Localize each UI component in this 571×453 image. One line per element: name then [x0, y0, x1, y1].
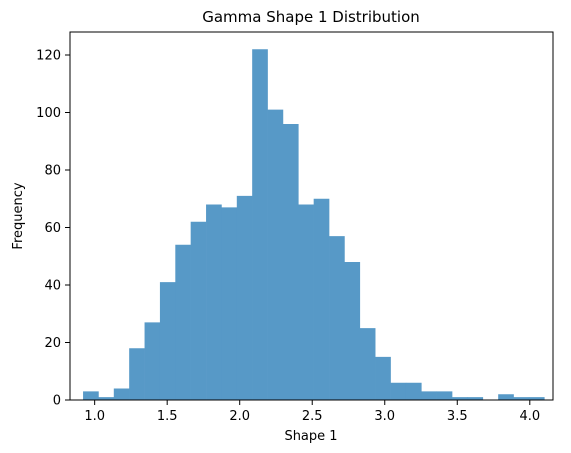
histogram-bar-14: [298, 204, 314, 400]
histogram-bar-28: [513, 397, 530, 400]
y-tick-label: 60: [44, 221, 61, 236]
chart-title: Gamma Shape 1 Distribution: [202, 8, 420, 26]
y-tick-label: 20: [44, 336, 61, 351]
y-tick-label: 40: [44, 279, 61, 294]
y-tick-label: 0: [53, 394, 61, 409]
histogram-bar-1: [98, 397, 115, 400]
x-axis-label: Shape 1: [284, 429, 337, 444]
histogram-bar-3: [129, 348, 145, 400]
histogram-bar-16: [329, 236, 345, 400]
histogram-bar-10: [236, 195, 253, 400]
histogram-bar-22: [421, 391, 437, 400]
histogram-bar-2: [113, 388, 130, 400]
x-tick-label: 1.0: [84, 409, 105, 424]
histogram-bar-13: [282, 124, 299, 400]
histogram-bar-9: [221, 207, 238, 400]
histogram-bar-8: [206, 204, 222, 400]
histogram-bar-24: [452, 397, 468, 400]
bars-group: [83, 49, 545, 400]
histogram-bar-11: [252, 49, 268, 400]
y-axis-ticks: 0 20 40 60 80 100 120: [36, 49, 70, 409]
histogram-bar-17: [344, 262, 361, 400]
plot-frame: [69, 31, 554, 401]
histogram-bar-18: [359, 328, 376, 400]
x-tick-label: 2.0: [229, 409, 250, 424]
x-axis-ticks: 1.0 1.5 2.0 2.5 3.0 3.5 4.0: [84, 400, 540, 424]
x-tick-label: 3.0: [374, 409, 395, 424]
histogram-bar-6: [175, 244, 191, 400]
histogram-bar-0: [83, 391, 99, 400]
histogram-bar-7: [190, 221, 207, 400]
histogram-bar-4: [144, 322, 161, 400]
histogram-bar-15: [313, 198, 330, 400]
histogram-bar-21: [405, 382, 422, 400]
y-tick-label: 80: [44, 164, 61, 179]
histogram-bar-25: [467, 397, 484, 400]
histogram-bar-23: [436, 391, 453, 400]
histogram-bar-19: [375, 356, 391, 400]
y-tick-label: 120: [36, 49, 61, 64]
histogram-bar-12: [267, 109, 284, 400]
histogram-bar-5: [159, 282, 176, 400]
histogram-bar-27: [498, 394, 514, 400]
y-tick-label: 100: [36, 106, 61, 121]
histogram-bar-29: [528, 397, 545, 400]
y-axis-label: Frequency: [11, 182, 26, 249]
histogram-bar-20: [390, 382, 407, 400]
x-tick-label: 3.5: [447, 409, 468, 424]
x-tick-label: 2.5: [302, 409, 323, 424]
x-tick-label: 4.0: [519, 409, 540, 424]
x-tick-label: 1.5: [157, 409, 178, 424]
